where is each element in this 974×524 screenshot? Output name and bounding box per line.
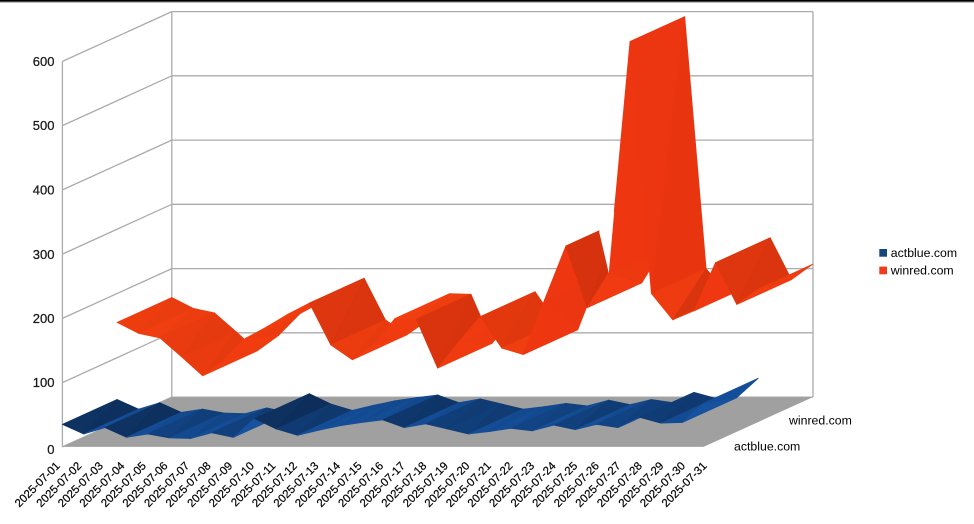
svg-text:600: 600 — [33, 54, 55, 69]
svg-text:400: 400 — [33, 183, 55, 198]
svg-text:200: 200 — [33, 311, 55, 326]
svg-text:winred.com: winred.com — [788, 413, 852, 427]
svg-text:100: 100 — [33, 375, 55, 390]
svg-text:actblue.com: actblue.com — [891, 246, 957, 260]
svg-text:actblue.com: actblue.com — [734, 439, 800, 453]
svg-text:0: 0 — [47, 442, 54, 457]
svg-text:winred.com: winred.com — [890, 264, 954, 278]
svg-text:300: 300 — [33, 247, 55, 262]
svg-text:500: 500 — [33, 118, 55, 133]
